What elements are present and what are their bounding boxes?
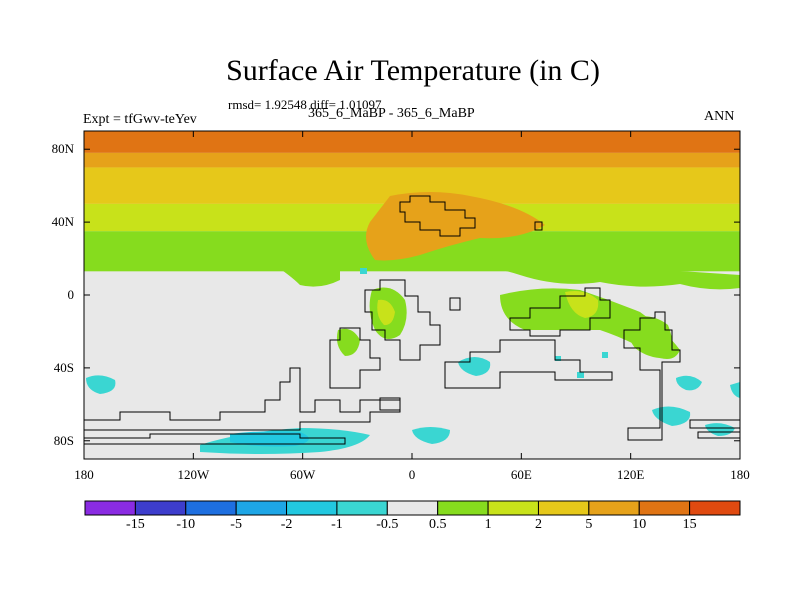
colorbar-label: 15 [682, 517, 697, 532]
colorbar-swatch [537, 500, 590, 516]
colorbar-swatch [386, 500, 439, 516]
colorbar-swatch [84, 500, 136, 516]
lat-tick-label: 40N [51, 214, 74, 230]
cool-dot-1 [577, 372, 584, 378]
band-1 [84, 152, 740, 168]
cool-patch-far-east [705, 423, 735, 436]
cool-patch-south-dark [230, 431, 309, 447]
colorbar-swatch [437, 500, 489, 516]
warm-region-green-edge [440, 255, 740, 290]
cool-patch-east-south [676, 375, 702, 391]
season-label: ANN [704, 109, 735, 124]
cool-patch-south-mid [412, 427, 450, 444]
warm-region-orange [366, 192, 545, 261]
lon-tick-label: 120E [616, 467, 645, 482]
colorbar-swatch [185, 500, 237, 516]
lon-tick-label: 60E [510, 467, 532, 482]
colorbar-swatch [487, 500, 539, 516]
colorbar-label: 5 [585, 517, 593, 532]
yellow-patch-east [565, 291, 599, 318]
yellow-patch-africa [377, 299, 395, 326]
lon-tick-label: 60W [290, 467, 316, 482]
subtitle-label: 365_6_MaBP - 365_6_MaBP [308, 106, 475, 121]
lon-tick-label: 0 [408, 467, 416, 482]
colorbar-label: 2 [534, 517, 542, 532]
lon-tick-label: 180 [730, 467, 750, 482]
lat-tick-label: 80N [51, 141, 74, 157]
colorbar-swatch [336, 500, 388, 516]
colorbar-swatch [286, 500, 338, 516]
colorbar-label: -0.5 [376, 517, 399, 532]
lat-tick-label: 80S [53, 432, 74, 448]
colorbar-label: -5 [230, 517, 242, 532]
axis-ticks [83, 131, 741, 459]
colorbar-label: 1 [484, 517, 492, 532]
lon-tick-label: 120W [177, 467, 210, 482]
cool-patch-southwest [86, 375, 116, 394]
cool-dot-4 [555, 356, 561, 361]
cool-patch-far-east-2 [730, 382, 740, 398]
colorbar-swatch [134, 500, 187, 516]
cool-dot-3 [360, 268, 367, 274]
colorbar-swatch [689, 500, 741, 516]
cool-dot-2 [602, 352, 608, 358]
warm-region-green-lobe [270, 262, 340, 287]
stats-label: rmsd= 1.92548 diff= 1.01097 [228, 97, 382, 112]
colorbar-label: -1 [331, 517, 343, 532]
coastlines [84, 195, 740, 445]
map-title: Surface Air Temperature (in C) [226, 54, 600, 87]
colorbar-label: 0.5 [428, 517, 447, 532]
colorbar-label: -10 [176, 517, 196, 532]
lon-tick-label: 180 [74, 467, 94, 482]
colorbar-label: -15 [126, 517, 145, 532]
temperature-bands [84, 131, 740, 272]
colorbar-swatch [588, 500, 640, 516]
green-patch-south-america [336, 328, 360, 356]
colorbar [84, 500, 741, 516]
lat-tick-label: 0 [67, 287, 75, 302]
colorbar-label: -2 [280, 517, 293, 532]
colorbar-swatch [638, 500, 691, 516]
colorbar-label: 10 [632, 517, 647, 532]
band-0 [84, 131, 740, 153]
lat-tick-label: 40S [53, 359, 74, 375]
colorbar-swatch [235, 500, 288, 516]
experiment-label: Expt = tfGwv-teYev [83, 112, 197, 127]
